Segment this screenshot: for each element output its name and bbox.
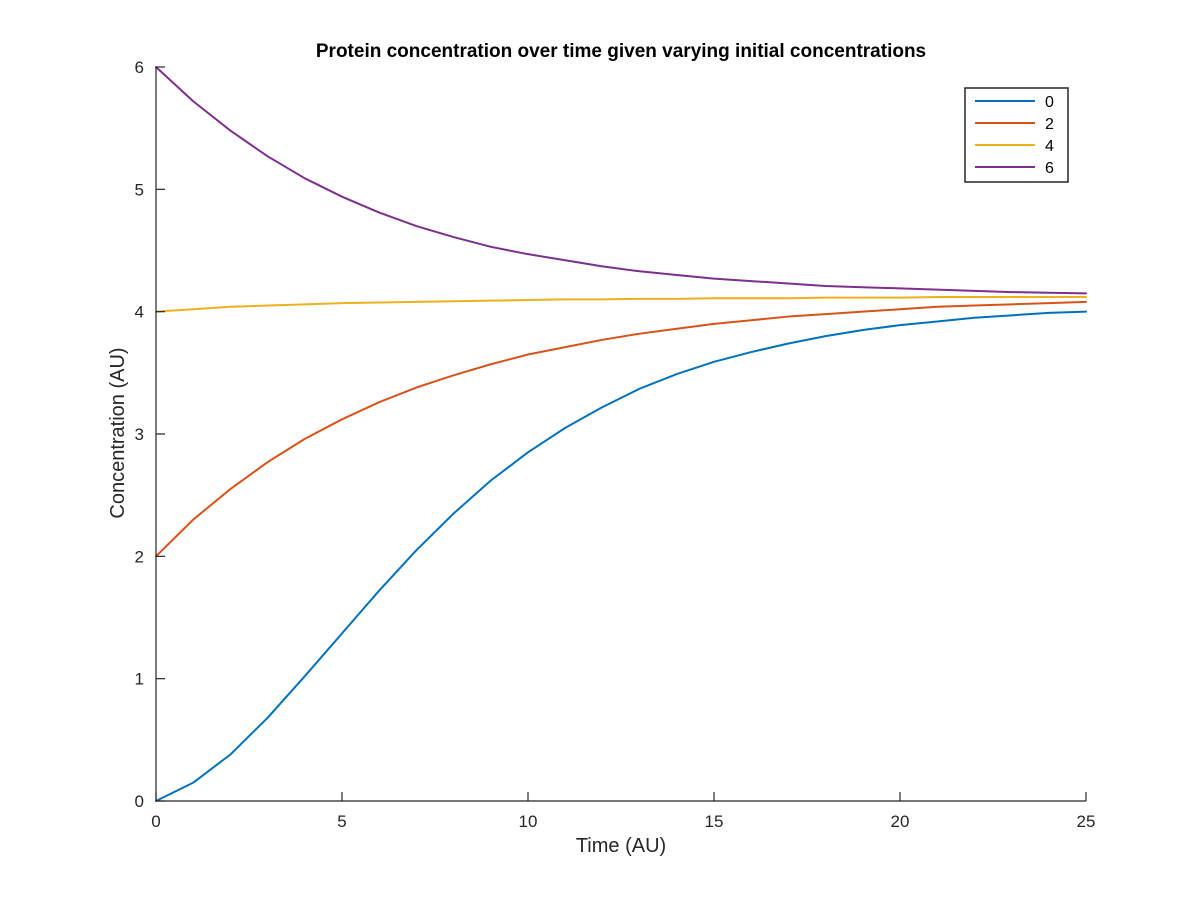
x-tick-label: 15: [705, 812, 724, 831]
legend-entry-3: 6: [1045, 160, 1054, 177]
y-axis: 0 1 2 3 4 5 6: [135, 58, 165, 811]
y-tick-label: 4: [135, 303, 144, 322]
series-line-0: [155, 310, 1087, 802]
y-tick-label: 2: [135, 547, 144, 566]
x-tick-label: 10: [519, 812, 538, 831]
plot-area: [155, 66, 1087, 802]
y-tick-label: 0: [135, 792, 144, 811]
series-line-2: [155, 295, 1087, 313]
y-tick-label: 1: [135, 670, 144, 689]
x-tick-label: 5: [337, 812, 346, 831]
legend-entry-0: 0: [1045, 94, 1054, 111]
legend-entry-2: 4: [1045, 138, 1054, 155]
y-tick-label: 3: [135, 425, 144, 444]
x-axis-label: Time (AU): [576, 835, 666, 857]
x-axis: 0 5 10 15 20 25: [151, 792, 1095, 831]
chart-title: Protein concentration over time given va…: [316, 41, 926, 62]
x-tick-label: 25: [1077, 812, 1096, 831]
x-tick-label: 0: [151, 812, 160, 831]
legend-entry-1: 2: [1045, 116, 1054, 133]
y-tick-label: 6: [135, 58, 144, 77]
series-line-1: [155, 300, 1087, 558]
y-tick-label: 5: [135, 180, 144, 199]
series-line-3: [155, 66, 1087, 295]
legend[interactable]: 0 2 4 6: [964, 87, 1069, 183]
y-axis-label: Concentration (AU): [107, 347, 129, 518]
x-tick-label: 20: [891, 812, 910, 831]
